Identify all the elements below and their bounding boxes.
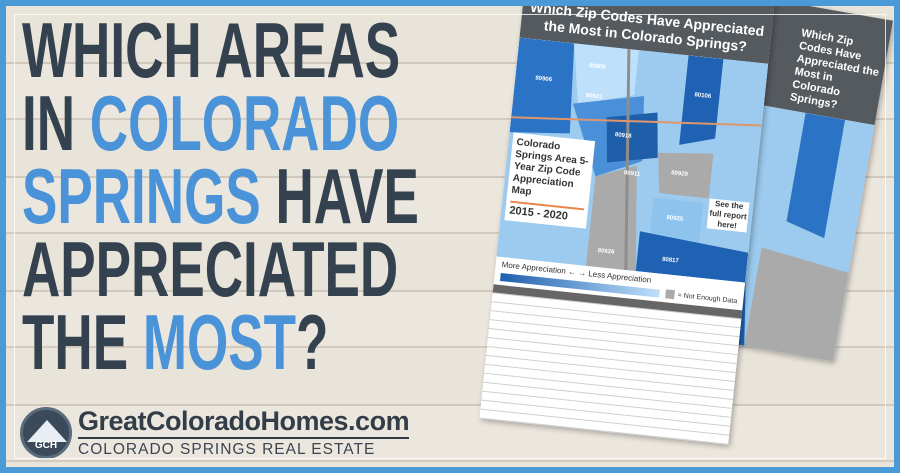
headline-line: APPRECIATED (22, 225, 399, 313)
headline-text: ? (296, 298, 329, 386)
logo-badge-text: GCH (34, 439, 58, 451)
headline-text: IN (22, 79, 90, 167)
data-table (479, 284, 743, 446)
map-years: 2015 - 2020 (508, 200, 585, 225)
banner: WHICH AREAS IN COLORADO SPRINGS HAVE APP… (6, 6, 894, 467)
logo-site-name: GreatColoradoHomes.com (78, 406, 410, 439)
headline: WHICH AREAS IN COLORADO SPRINGS HAVE APP… (22, 6, 419, 381)
headline-line: IN COLORADO (22, 84, 419, 162)
poster-front[interactable]: Which Zip Codes Have Appreciated the Mos… (479, 6, 775, 446)
headline-line: THE MOST? (22, 303, 419, 381)
headline-line: SPRINGS HAVE (22, 157, 419, 235)
zip-label: 80918 (615, 132, 633, 140)
zip-map: 80906 80926 80911 80925 80817 80929 8010… (496, 37, 769, 283)
report-link[interactable]: See the full report here! (706, 198, 750, 233)
zip-label: 80929 (671, 170, 689, 178)
zip-label: 80911 (624, 170, 642, 178)
headline-highlight: COLORADO (89, 79, 400, 167)
zip-label: 80925 (666, 215, 684, 223)
headline-highlight: SPRINGS (22, 152, 261, 240)
headline-highlight: MOST (142, 298, 297, 386)
zip-label: 80817 (662, 257, 680, 265)
headline-text: THE (22, 298, 143, 386)
zip-label: 80926 (597, 248, 615, 256)
map-title: Colorado Springs Area 5-Year Zip Code Ap… (510, 136, 590, 198)
mountain-logo-icon: GCH (20, 406, 72, 459)
zip-label: 80921 (585, 93, 603, 101)
zip-label: 80908 (589, 63, 607, 71)
logo-tagline: COLORADO SPRINGS REAL ESTATE (78, 441, 376, 458)
map-title-box: Colorado Springs Area 5-Year Zip Code Ap… (504, 132, 596, 229)
logo[interactable]: GCH GreatColoradoHomes.com COLORADO SPRI… (20, 406, 410, 459)
headline-text: HAVE (260, 152, 419, 240)
headline-line: WHICH AREAS (22, 6, 401, 94)
zip-label: 80106 (694, 92, 712, 100)
zip-label: 80906 (535, 76, 553, 84)
